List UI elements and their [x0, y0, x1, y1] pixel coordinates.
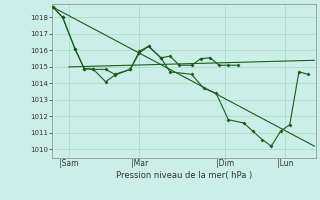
X-axis label: Pression niveau de la mer( hPa ): Pression niveau de la mer( hPa ) [116, 171, 252, 180]
